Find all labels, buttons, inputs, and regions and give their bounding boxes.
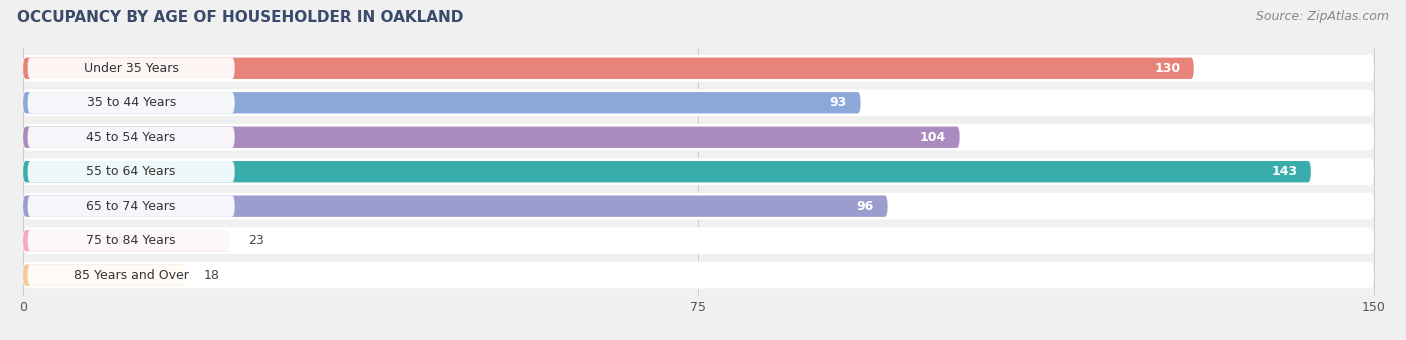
FancyBboxPatch shape — [28, 195, 235, 217]
FancyBboxPatch shape — [22, 55, 1374, 82]
Text: 75 to 84 Years: 75 to 84 Years — [86, 234, 176, 247]
Text: 130: 130 — [1154, 62, 1180, 75]
FancyBboxPatch shape — [22, 89, 1374, 116]
Text: 96: 96 — [856, 200, 875, 213]
Text: Source: ZipAtlas.com: Source: ZipAtlas.com — [1256, 10, 1389, 23]
FancyBboxPatch shape — [22, 262, 1374, 289]
Text: 18: 18 — [204, 269, 219, 282]
FancyBboxPatch shape — [22, 57, 1194, 79]
Text: 93: 93 — [830, 96, 846, 109]
FancyBboxPatch shape — [22, 227, 1374, 254]
FancyBboxPatch shape — [28, 161, 235, 182]
Text: 23: 23 — [249, 234, 264, 247]
FancyBboxPatch shape — [22, 265, 186, 286]
FancyBboxPatch shape — [22, 161, 1310, 182]
FancyBboxPatch shape — [22, 230, 231, 251]
FancyBboxPatch shape — [28, 92, 235, 114]
FancyBboxPatch shape — [22, 195, 887, 217]
FancyBboxPatch shape — [22, 193, 1374, 220]
Text: 104: 104 — [920, 131, 946, 144]
FancyBboxPatch shape — [22, 92, 860, 114]
FancyBboxPatch shape — [22, 262, 1374, 289]
FancyBboxPatch shape — [22, 89, 1374, 116]
FancyBboxPatch shape — [28, 57, 235, 79]
FancyBboxPatch shape — [28, 230, 235, 251]
FancyBboxPatch shape — [22, 126, 960, 148]
Text: 35 to 44 Years: 35 to 44 Years — [87, 96, 176, 109]
Text: Under 35 Years: Under 35 Years — [84, 62, 179, 75]
Text: 55 to 64 Years: 55 to 64 Years — [86, 165, 176, 178]
Text: 65 to 74 Years: 65 to 74 Years — [86, 200, 176, 213]
FancyBboxPatch shape — [28, 126, 235, 148]
FancyBboxPatch shape — [28, 265, 235, 286]
FancyBboxPatch shape — [22, 158, 1374, 185]
FancyBboxPatch shape — [22, 124, 1374, 151]
Text: 143: 143 — [1271, 165, 1298, 178]
Text: 85 Years and Over: 85 Years and Over — [73, 269, 188, 282]
Text: OCCUPANCY BY AGE OF HOUSEHOLDER IN OAKLAND: OCCUPANCY BY AGE OF HOUSEHOLDER IN OAKLA… — [17, 10, 463, 25]
FancyBboxPatch shape — [22, 193, 1374, 220]
FancyBboxPatch shape — [22, 124, 1374, 151]
FancyBboxPatch shape — [22, 227, 1374, 254]
Text: 45 to 54 Years: 45 to 54 Years — [86, 131, 176, 144]
FancyBboxPatch shape — [22, 55, 1374, 82]
FancyBboxPatch shape — [22, 158, 1374, 185]
